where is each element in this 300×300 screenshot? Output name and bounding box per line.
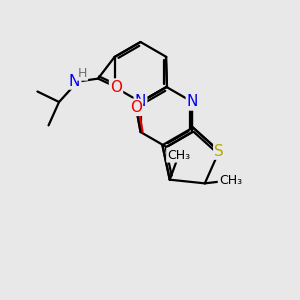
- Text: CH₃: CH₃: [167, 148, 190, 162]
- Text: CH₃: CH₃: [219, 174, 242, 187]
- Text: O: O: [110, 80, 122, 94]
- Text: O: O: [130, 100, 142, 115]
- Text: H: H: [78, 67, 87, 80]
- Text: N: N: [69, 74, 80, 88]
- Text: S: S: [214, 144, 224, 159]
- Text: N: N: [187, 94, 198, 110]
- Text: N: N: [135, 94, 146, 110]
